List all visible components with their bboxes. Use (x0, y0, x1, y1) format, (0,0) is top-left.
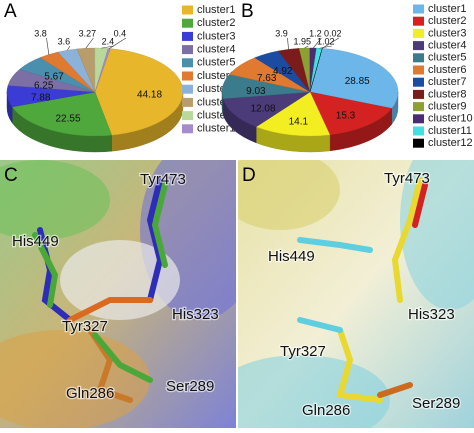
legend-label: cluster10 (428, 113, 473, 125)
leader-line (322, 37, 339, 49)
value-label: 9.03 (246, 86, 266, 97)
legend-label: cluster1 (428, 3, 467, 15)
structure-image-d (238, 160, 474, 428)
structure-image-c (0, 160, 236, 428)
legend-label: cluster5 (428, 52, 467, 64)
value-label: 0.4 (114, 28, 127, 38)
residue-label: Tyr473 (140, 171, 186, 188)
legend-swatch (182, 31, 193, 41)
legend-swatch (413, 28, 424, 38)
value-label: 1.95 (293, 36, 311, 46)
legend-label: cluster4 (197, 44, 236, 56)
legend-swatch (413, 53, 424, 63)
value-label: 44.18 (137, 89, 162, 100)
legend-swatch (182, 45, 193, 55)
legend-label: cluster5 (197, 57, 236, 69)
leader-line (287, 37, 289, 50)
legend-label: cluster2 (197, 17, 236, 29)
leader-line (312, 37, 322, 49)
pie-slice (11, 91, 113, 137)
legend-label: cluster8 (428, 88, 467, 100)
legend-swatch (182, 97, 193, 107)
pie-slice (309, 48, 399, 109)
value-label: 14.1 (289, 116, 309, 127)
legend-swatch (413, 114, 424, 124)
legend-label: cluster12 (428, 137, 473, 149)
legend-swatch (413, 89, 424, 99)
residue-label: His449 (12, 233, 59, 250)
legend-label: cluster9 (428, 101, 467, 113)
residue-label: Tyr327 (280, 343, 326, 360)
legend-swatch (182, 5, 193, 15)
leader-line (304, 45, 309, 49)
value-label: 2.4 (102, 36, 115, 46)
legend-swatch (182, 18, 193, 28)
legend-swatch (182, 124, 193, 134)
leader-line (85, 37, 94, 49)
value-label: 3.6 (58, 36, 71, 46)
value-label: 0.02 (324, 28, 342, 38)
value-label: 7.63 (257, 73, 277, 84)
residue-label: Ser289 (412, 395, 460, 412)
value-label: 28.85 (345, 76, 370, 87)
residue-label: Ser289 (166, 378, 214, 395)
legend-swatch (413, 126, 424, 136)
value-label: 3.27 (79, 28, 97, 38)
leader-line (101, 45, 114, 49)
residue-label: His323 (172, 306, 219, 323)
panel-label: A (4, 1, 17, 22)
legend-swatch (182, 111, 193, 121)
legend-swatch (413, 41, 424, 51)
legend-swatch (413, 77, 424, 87)
panel-label: D (242, 165, 256, 186)
leader-line (319, 45, 332, 49)
legend-swatch (413, 65, 424, 75)
value-label: 12.08 (251, 104, 276, 115)
value-label: 15.3 (336, 110, 356, 121)
legend-swatch (413, 16, 424, 26)
panel-label: C (4, 165, 18, 186)
value-label: 6.25 (34, 80, 54, 91)
residue-label: Gln286 (302, 402, 350, 419)
value-label: 5.67 (44, 72, 64, 83)
leader-line (67, 45, 71, 51)
legend-label: cluster3 (197, 30, 236, 42)
legend-label: cluster6 (428, 64, 467, 76)
value-label: 7.88 (31, 92, 51, 103)
value-label: 4.92 (273, 66, 293, 77)
legend-label: cluster11 (428, 125, 472, 137)
pie-slice (309, 91, 393, 136)
residue-label: Tyr327 (62, 318, 108, 335)
legend-label: cluster7 (428, 76, 467, 88)
residue-label: His449 (268, 248, 315, 265)
legend-swatch (182, 58, 193, 68)
pie-slice (222, 91, 311, 128)
pie-slice (94, 48, 111, 93)
legend-label: cluster3 (428, 27, 467, 39)
legend-swatch (182, 84, 193, 94)
panel-label: B (241, 1, 254, 22)
legend-label: cluster2 (428, 15, 467, 27)
legend-label: cluster1 (197, 4, 236, 16)
residue-label: Tyr473 (384, 170, 430, 187)
value-label: 1.02 (317, 36, 335, 46)
residue-label: Gln286 (66, 385, 114, 402)
legend-swatch (413, 138, 424, 148)
value-label: 22.55 (56, 113, 81, 124)
legend-swatch (413, 102, 424, 112)
value-label: 1.2 (309, 28, 322, 38)
residue-label: His323 (408, 306, 455, 323)
legend-swatch (182, 71, 193, 81)
value-label: 3.9 (275, 28, 288, 38)
legend-swatch (413, 4, 424, 14)
value-label: 3.8 (34, 28, 47, 38)
legend-label: cluster4 (428, 40, 467, 52)
leader-line (109, 37, 127, 49)
leader-line (46, 37, 50, 55)
